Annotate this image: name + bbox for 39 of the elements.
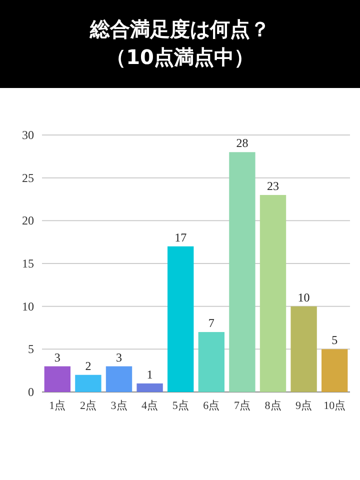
bar [44,366,70,392]
x-tick-label: 7点 [234,399,250,412]
y-tick-label: 20 [22,214,34,228]
y-tick-label: 15 [22,256,34,270]
bar [136,383,163,392]
data-label: 17 [174,230,187,244]
y-tick-label: 25 [22,170,34,185]
x-tick-label: 6点 [203,399,220,412]
y-tick-label: 5 [28,342,34,356]
x-tick-label: 4点 [142,399,158,412]
x-tick-label: 8点 [264,399,282,412]
bar [75,374,102,392]
x-tick-label: 9点 [296,399,312,412]
x-tick-label: 10点 [324,399,346,412]
chart-subtitle: （10点満点中） [106,45,254,69]
bar [322,349,348,392]
y-tick-label: 10 [22,299,34,314]
x-tick-label: 3点 [110,399,128,412]
data-label: 28 [236,136,248,150]
bar [229,152,256,392]
data-label: 10 [298,290,310,304]
x-tick-label: 5点 [172,399,189,412]
x-tick-label: 1点 [49,399,66,412]
data-label: 3 [116,350,122,364]
bar [106,366,132,392]
bar [168,246,194,392]
bar [290,306,317,392]
bar [260,194,286,392]
data-label: 7 [208,316,214,330]
bar [198,332,224,392]
data-label: 2 [85,358,92,373]
y-tick-label: 30 [22,128,34,142]
data-label: 5 [332,333,338,348]
data-label: 1 [146,367,153,382]
x-tick-label: 2点 [80,399,96,412]
data-label: 23 [267,178,279,193]
data-label: 3 [54,350,60,364]
y-tick-label: 0 [28,385,34,399]
chart-title: 総合満足度は何点？ [89,17,270,41]
